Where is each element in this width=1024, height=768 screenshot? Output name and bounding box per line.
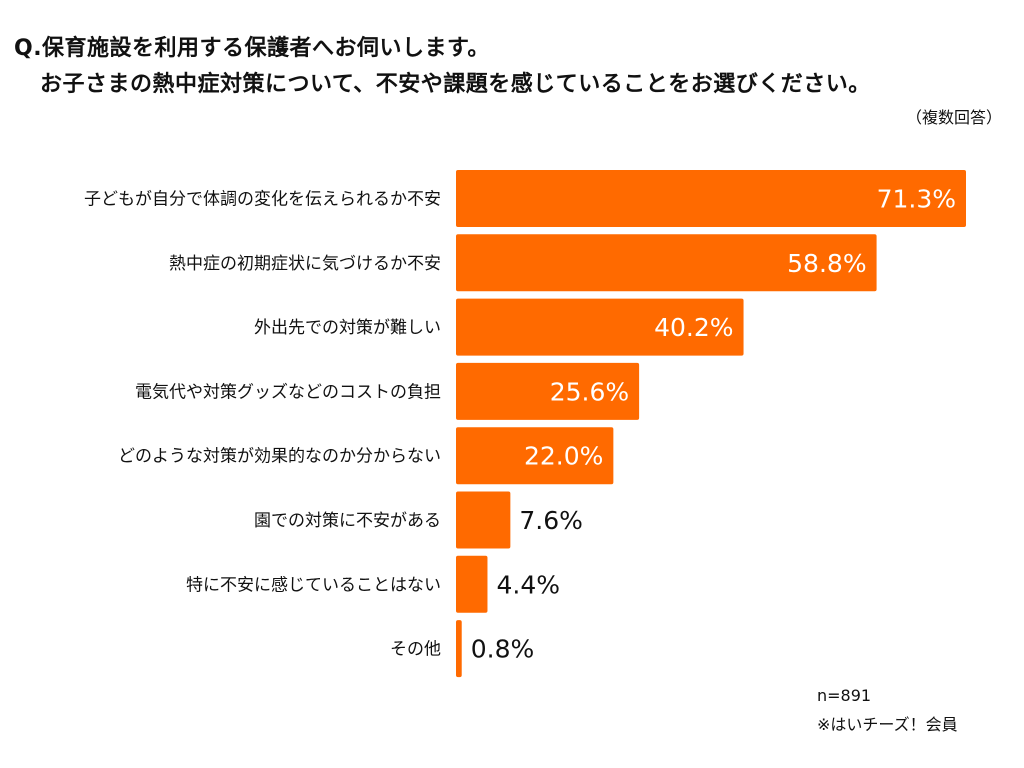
value-label: 22.0% (524, 442, 603, 471)
category-label: 園での対策に不安がある (254, 511, 441, 531)
value-label: 58.8% (787, 249, 866, 278)
multiple-answer-note: （複数回答） (905, 108, 1002, 127)
category-label: 特に不安に感じていることはない (186, 575, 441, 595)
bar (456, 620, 462, 678)
category-label: どのような対策が効果的なのか分からない (118, 447, 441, 467)
category-label: 外出先での対策が難しい (254, 318, 441, 338)
category-label: その他 (390, 640, 441, 660)
bar (456, 170, 966, 227)
bar (456, 555, 488, 613)
value-label: 0.8% (471, 635, 535, 664)
bar (456, 362, 640, 420)
value-label: 71.3% (877, 185, 956, 214)
category-label: 電気代や対策グッズなどのコストの負担 (135, 382, 441, 402)
category-label: 熱中症の初期症状に気づけるか不安 (169, 254, 441, 274)
value-label: 7.6% (519, 506, 583, 535)
value-label: 40.2% (654, 313, 733, 342)
bar (456, 427, 614, 485)
category-label: 子どもが自分で体調の変化を伝えられるか不安 (84, 190, 441, 210)
sample-size: n=891 (817, 686, 872, 705)
chart-title-line-2: お子さまの熱中症対策について、不安や課題を感じていることをお選びください。 (40, 72, 871, 97)
bar (456, 491, 511, 549)
bar (456, 234, 877, 292)
value-label: 25.6% (550, 377, 629, 406)
source-note: ※はいチーズ！会員 (817, 715, 958, 734)
bar (456, 298, 744, 356)
value-label: 4.4% (496, 570, 560, 599)
chart-title-line-1: Q.保育施設を利用する保護者へお伺いします。 (14, 36, 490, 61)
